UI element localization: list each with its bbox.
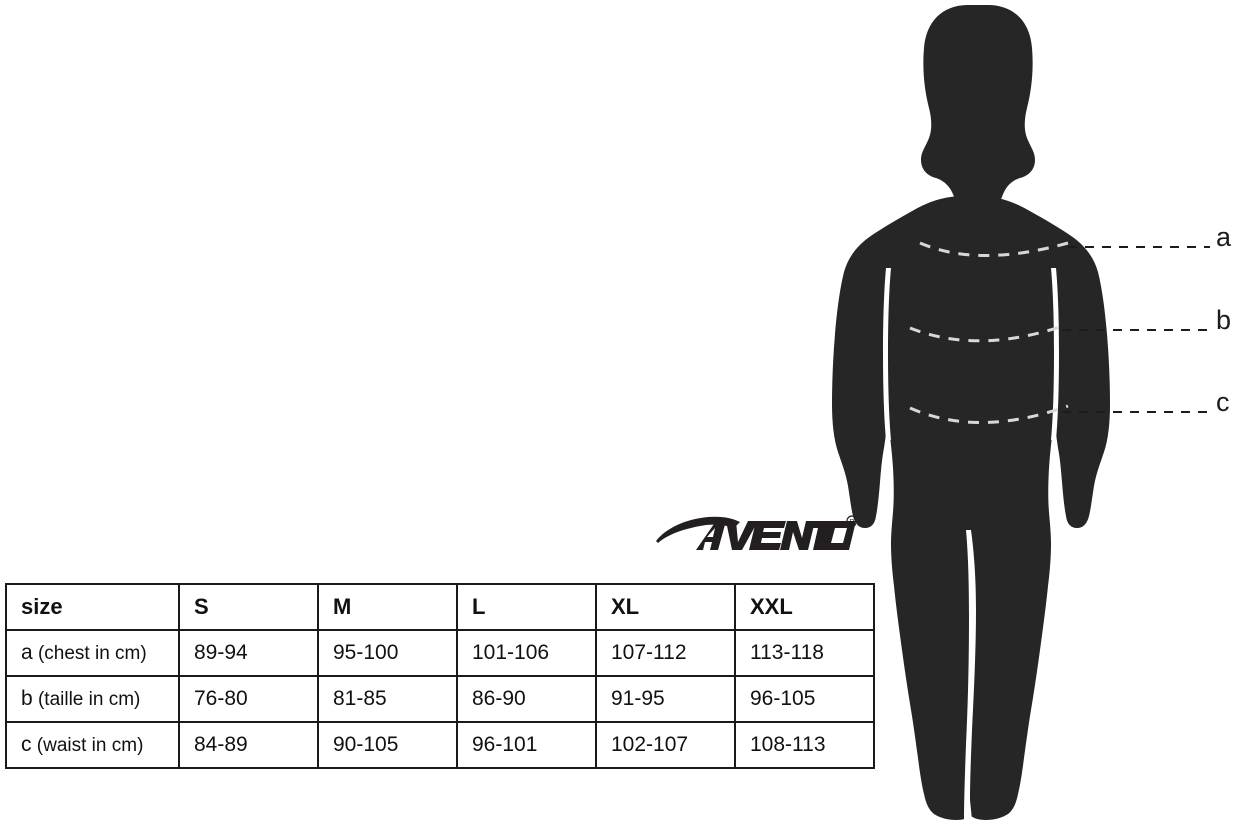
- cell-taille-m: 81-85: [317, 675, 458, 723]
- header-cell-l: L: [456, 583, 597, 631]
- cell-chest-m: 95-100: [317, 629, 458, 677]
- table-row: c (waist in cm) 84-89 90-105 96-101 102-…: [5, 721, 875, 769]
- row-label-taille: b (taille in cm): [5, 675, 180, 723]
- header-cell-size: size: [5, 583, 180, 631]
- avento-logo-svg: R: [656, 515, 856, 550]
- logo-letter-v: [726, 521, 758, 550]
- row-label-chest: a (chest in cm): [5, 629, 180, 677]
- measure-label-b: b: [1216, 305, 1232, 335]
- cell-waist-s: 84-89: [178, 721, 319, 769]
- row-key-desc-chest: (chest in cm): [32, 643, 147, 664]
- cell-taille-xxl: 96-105: [734, 675, 875, 723]
- cell-chest-l: 101-106: [456, 629, 597, 677]
- row-label-waist: c (waist in cm): [5, 721, 180, 769]
- svg-text:R: R: [849, 519, 854, 526]
- cell-waist-l: 96-101: [456, 721, 597, 769]
- logo-letter-n: [780, 521, 815, 550]
- table-row: a (chest in cm) 89-94 95-100 101-106 107…: [5, 629, 875, 677]
- cell-taille-xl: 91-95: [595, 675, 736, 723]
- table-header-row: size S M L XL XXL: [5, 583, 875, 631]
- row-key-desc-waist: (waist in cm): [31, 735, 144, 756]
- body-measure-lines: [909, 241, 1069, 424]
- logo-swoosh: [656, 516, 740, 543]
- cell-chest-xxl: 113-118: [734, 629, 875, 677]
- cell-waist-m: 90-105: [317, 721, 458, 769]
- cell-taille-s: 76-80: [178, 675, 319, 723]
- header-cell-s: S: [178, 583, 319, 631]
- cell-chest-xl: 107-112: [595, 629, 736, 677]
- size-chart-table: size S M L XL XXL a (chest in cm) 89-94 …: [5, 583, 875, 769]
- row-key-desc-taille: (taille in cm): [32, 689, 141, 710]
- chest-measure-line: [919, 241, 1069, 257]
- logo-letter-o: [821, 521, 856, 550]
- row-key-letter-a: a: [21, 641, 33, 664]
- header-cell-xl: XL: [595, 583, 736, 631]
- cell-waist-xl: 102-107: [595, 721, 736, 769]
- header-cell-m: M: [317, 583, 458, 631]
- header-cell-xxl: XXL: [734, 583, 875, 631]
- avento-logo: R: [656, 512, 856, 558]
- cell-waist-xxl: 108-113: [734, 721, 875, 769]
- body-silhouette-figure: [828, 0, 1128, 830]
- body-silhouette-svg: [832, 5, 1110, 820]
- row-key-letter-b: b: [21, 687, 33, 710]
- logo-letter-a: [696, 521, 726, 550]
- registered-trademark-icon: R: [846, 515, 856, 527]
- measure-label-a: a: [1216, 222, 1232, 252]
- logo-letter-e: [749, 521, 786, 550]
- silhouette-body: [832, 5, 1110, 820]
- cell-taille-l: 86-90: [456, 675, 597, 723]
- table-row: b (taille in cm) 76-80 81-85 86-90 91-95…: [5, 675, 875, 723]
- hip-measure-line: [909, 404, 1069, 424]
- cell-chest-s: 89-94: [178, 629, 319, 677]
- measure-label-c: c: [1216, 387, 1230, 417]
- row-key-letter-c: c: [21, 733, 32, 756]
